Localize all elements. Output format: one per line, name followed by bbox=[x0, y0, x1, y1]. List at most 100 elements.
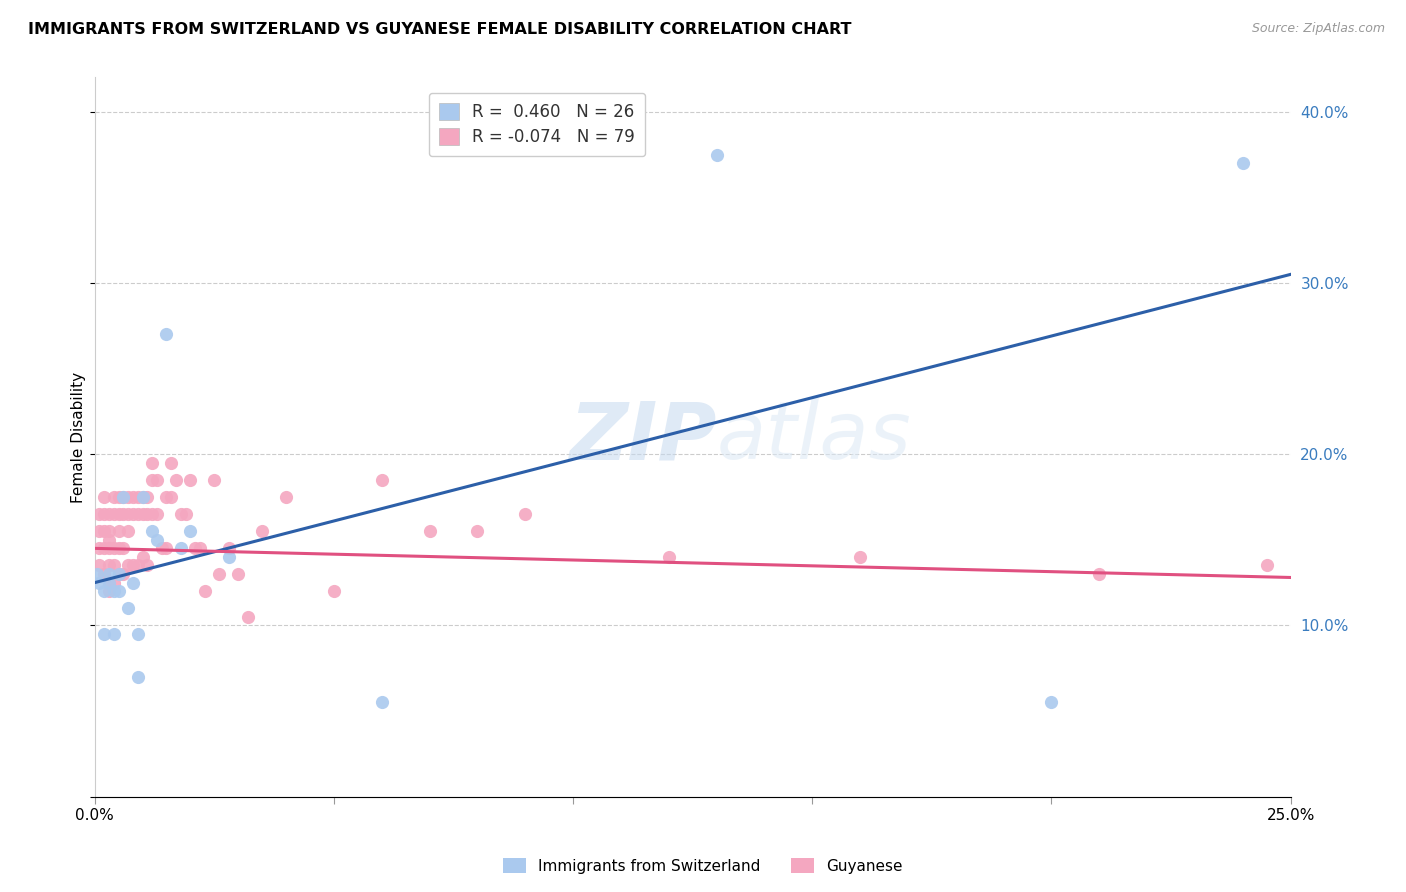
Point bbox=[107, 490, 129, 504]
Point bbox=[117, 558, 139, 573]
Point bbox=[170, 507, 193, 521]
Point bbox=[419, 524, 441, 539]
Point bbox=[98, 507, 121, 521]
Point bbox=[103, 490, 125, 504]
Legend: Immigrants from Switzerland, Guyanese: Immigrants from Switzerland, Guyanese bbox=[498, 852, 908, 880]
Point bbox=[93, 567, 115, 582]
Point bbox=[117, 524, 139, 539]
Point bbox=[107, 584, 129, 599]
Point bbox=[160, 490, 183, 504]
Point bbox=[194, 584, 217, 599]
Point bbox=[146, 533, 169, 547]
Point bbox=[98, 584, 121, 599]
Point bbox=[155, 541, 177, 556]
Point bbox=[150, 541, 173, 556]
Point bbox=[98, 558, 121, 573]
Point bbox=[174, 507, 197, 521]
Point bbox=[122, 507, 145, 521]
Point bbox=[141, 473, 163, 487]
Point bbox=[107, 524, 129, 539]
Point bbox=[93, 584, 115, 599]
Point bbox=[179, 524, 201, 539]
Point bbox=[93, 627, 115, 641]
Point bbox=[236, 610, 259, 624]
Point bbox=[127, 670, 149, 684]
Point bbox=[122, 490, 145, 504]
Point bbox=[370, 473, 392, 487]
Point bbox=[706, 147, 728, 161]
Text: atlas: atlas bbox=[717, 398, 911, 476]
Y-axis label: Female Disability: Female Disability bbox=[72, 371, 86, 502]
Point bbox=[1088, 567, 1111, 582]
Point bbox=[218, 541, 240, 556]
Point bbox=[127, 558, 149, 573]
Point bbox=[122, 575, 145, 590]
Point bbox=[131, 549, 153, 564]
Point bbox=[89, 507, 111, 521]
Point bbox=[136, 490, 159, 504]
Point bbox=[131, 490, 153, 504]
Point bbox=[127, 490, 149, 504]
Point bbox=[98, 524, 121, 539]
Point bbox=[103, 627, 125, 641]
Point bbox=[179, 473, 201, 487]
Point bbox=[103, 558, 125, 573]
Point bbox=[103, 541, 125, 556]
Text: IMMIGRANTS FROM SWITZERLAND VS GUYANESE FEMALE DISABILITY CORRELATION CHART: IMMIGRANTS FROM SWITZERLAND VS GUYANESE … bbox=[28, 22, 852, 37]
Point bbox=[98, 541, 121, 556]
Point bbox=[658, 549, 681, 564]
Point bbox=[849, 549, 872, 564]
Point bbox=[170, 541, 193, 556]
Point bbox=[86, 567, 108, 582]
Point bbox=[136, 558, 159, 573]
Point bbox=[89, 524, 111, 539]
Point bbox=[136, 507, 159, 521]
Point bbox=[155, 490, 177, 504]
Point bbox=[226, 567, 249, 582]
Point bbox=[165, 473, 187, 487]
Point bbox=[274, 490, 297, 504]
Point bbox=[103, 507, 125, 521]
Point bbox=[208, 567, 231, 582]
Point bbox=[98, 533, 121, 547]
Point bbox=[98, 567, 121, 582]
Point bbox=[131, 490, 153, 504]
Point bbox=[107, 541, 129, 556]
Point bbox=[122, 558, 145, 573]
Point bbox=[112, 567, 135, 582]
Point bbox=[202, 473, 225, 487]
Point bbox=[146, 507, 169, 521]
Text: Source: ZipAtlas.com: Source: ZipAtlas.com bbox=[1251, 22, 1385, 36]
Point bbox=[250, 524, 273, 539]
Point bbox=[160, 456, 183, 470]
Point bbox=[107, 507, 129, 521]
Point bbox=[89, 575, 111, 590]
Point bbox=[141, 456, 163, 470]
Point bbox=[107, 567, 129, 582]
Point bbox=[370, 696, 392, 710]
Point bbox=[131, 507, 153, 521]
Text: ZIP: ZIP bbox=[569, 398, 717, 476]
Point bbox=[93, 507, 115, 521]
Point bbox=[103, 575, 125, 590]
Point bbox=[155, 327, 177, 342]
Point bbox=[112, 490, 135, 504]
Point bbox=[141, 507, 163, 521]
Point bbox=[117, 507, 139, 521]
Point bbox=[89, 558, 111, 573]
Point bbox=[112, 541, 135, 556]
Point bbox=[322, 584, 344, 599]
Point bbox=[93, 524, 115, 539]
Point bbox=[93, 490, 115, 504]
Point bbox=[1256, 558, 1278, 573]
Point bbox=[127, 627, 149, 641]
Point bbox=[146, 473, 169, 487]
Point bbox=[117, 490, 139, 504]
Point bbox=[93, 541, 115, 556]
Point bbox=[141, 524, 163, 539]
Point bbox=[1232, 156, 1254, 170]
Point bbox=[1040, 696, 1063, 710]
Point bbox=[117, 601, 139, 615]
Point bbox=[127, 507, 149, 521]
Point bbox=[184, 541, 207, 556]
